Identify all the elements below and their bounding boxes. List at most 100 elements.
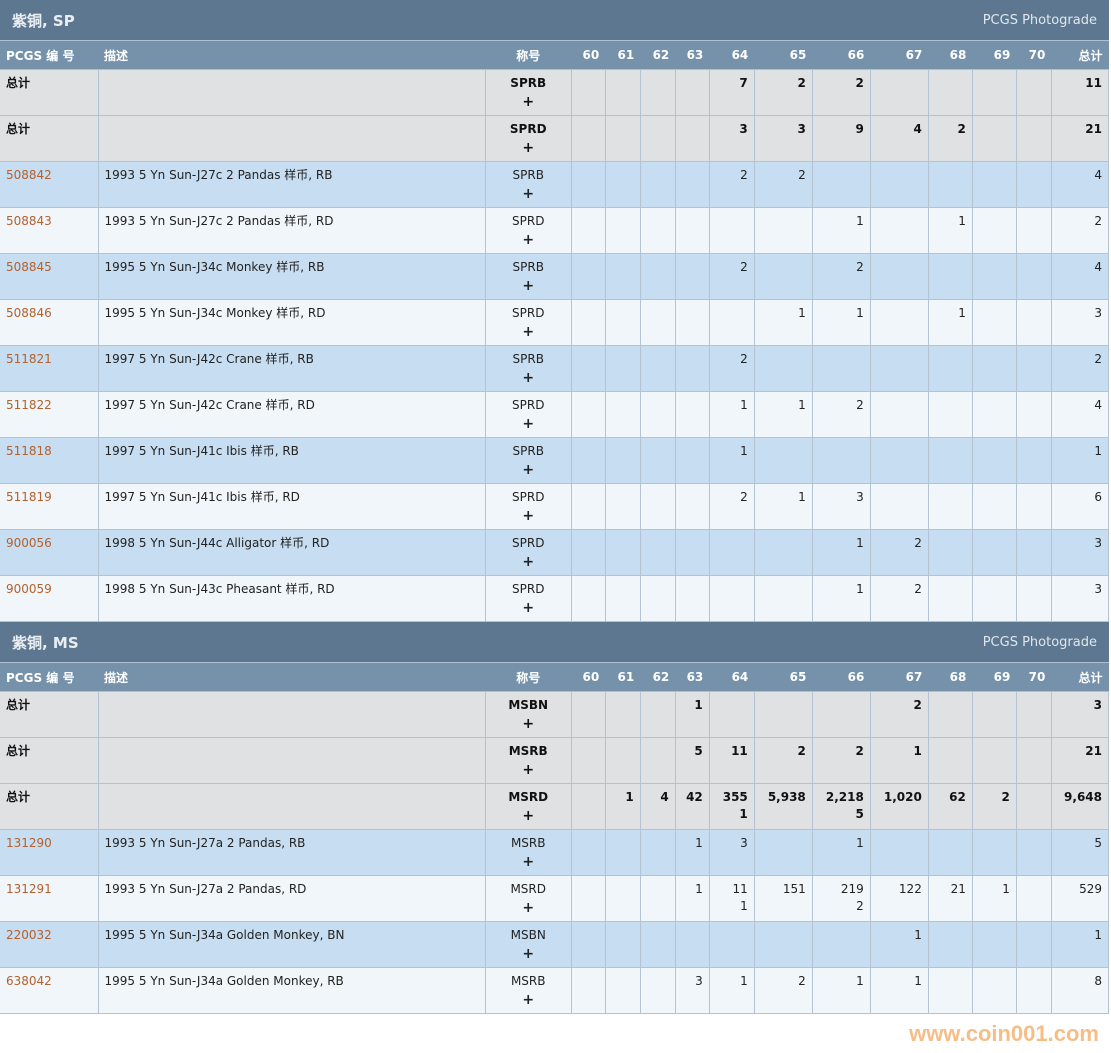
- grade-64-count[interactable]: 2: [708, 483, 755, 530]
- grade-66-count[interactable]: 2: [811, 737, 871, 784]
- grade-64-count[interactable]: 1: [708, 391, 755, 438]
- expand-plus-button[interactable]: +: [522, 946, 535, 962]
- grade-67-count[interactable]: 1: [869, 737, 929, 784]
- expand-plus-button[interactable]: +: [522, 808, 535, 824]
- grade-69-count[interactable]: 2: [971, 783, 1017, 830]
- grade-64-count[interactable]: 11: [708, 737, 755, 784]
- grade-64-count[interactable]: 1: [708, 967, 755, 1014]
- row-total: 3: [1050, 299, 1110, 346]
- expand-plus-button[interactable]: +: [522, 600, 535, 616]
- grade-66-count[interactable]: 3: [811, 483, 871, 530]
- grade-67-count[interactable]: 4: [869, 115, 929, 162]
- photograde-link[interactable]: PCGS Photograde: [982, 12, 1097, 28]
- grade-66-count[interactable]: 1: [811, 529, 871, 576]
- grade-63-count[interactable]: 1: [674, 691, 710, 738]
- pcgs-number-link[interactable]: 508842: [6, 168, 52, 182]
- grade-66-count[interactable]: 1: [811, 829, 871, 876]
- grade-63-count[interactable]: 3: [674, 967, 710, 1014]
- grade-65-count[interactable]: 1: [753, 299, 813, 346]
- pcgs-number-link[interactable]: 511818: [6, 444, 52, 458]
- grade-65-count[interactable]: 2: [753, 161, 813, 208]
- grade-66-count[interactable]: 219 2: [811, 875, 871, 922]
- grade-64-count[interactable]: 2: [708, 345, 755, 392]
- grade-63-count[interactable]: 42: [674, 783, 710, 830]
- grade-64-count[interactable]: 2: [708, 253, 755, 300]
- expand-plus-button[interactable]: +: [522, 186, 535, 202]
- grade-66-count[interactable]: 2,218 5: [811, 783, 871, 830]
- expand-plus-button[interactable]: +: [522, 716, 535, 732]
- grade-62-count: [639, 921, 676, 968]
- grade-67-count[interactable]: 2: [869, 575, 929, 622]
- grade-66-count[interactable]: 9: [811, 115, 871, 162]
- expand-plus-button[interactable]: +: [522, 370, 535, 386]
- grade-65-count[interactable]: 2: [753, 737, 813, 784]
- grade-70-count: [1015, 391, 1052, 438]
- grade-65-count[interactable]: 2: [753, 967, 813, 1014]
- grade-64-count[interactable]: 3: [708, 115, 755, 162]
- grade-65-count[interactable]: 2: [753, 69, 813, 116]
- expand-plus-button[interactable]: +: [522, 324, 535, 340]
- expand-plus-button[interactable]: +: [522, 416, 535, 432]
- expand-plus-button[interactable]: +: [522, 462, 535, 478]
- grade-68-count[interactable]: 21: [927, 875, 973, 922]
- grade-65-count[interactable]: 151: [753, 875, 813, 922]
- grade-68-count[interactable]: 1: [927, 299, 973, 346]
- grade-67-count[interactable]: 122: [869, 875, 929, 922]
- pcgs-number-link[interactable]: 511821: [6, 352, 52, 366]
- designation-label: SPRD: [512, 306, 545, 320]
- grade-66-count[interactable]: 1: [811, 207, 871, 254]
- grade-68-count[interactable]: 1: [927, 207, 973, 254]
- grade-64-count[interactable]: 3: [708, 829, 755, 876]
- grade-63-count[interactable]: 1: [674, 875, 710, 922]
- expand-plus-button[interactable]: +: [522, 854, 535, 870]
- grade-64-count[interactable]: 7: [708, 69, 755, 116]
- pcgs-number-link[interactable]: 131290: [6, 836, 52, 850]
- expand-plus-button[interactable]: +: [522, 508, 535, 524]
- pcgs-number-link[interactable]: 220032: [6, 928, 52, 942]
- expand-plus-button[interactable]: +: [522, 278, 535, 294]
- grade-66-count[interactable]: 1: [811, 575, 871, 622]
- pcgs-number-link[interactable]: 900056: [6, 536, 52, 550]
- grade-62-count[interactable]: 4: [639, 783, 676, 830]
- expand-plus-button[interactable]: +: [522, 554, 535, 570]
- grade-67-count[interactable]: 1,020: [869, 783, 929, 830]
- grade-66-count[interactable]: 2: [811, 391, 871, 438]
- grade-66-count[interactable]: 1: [811, 299, 871, 346]
- grade-69-count[interactable]: 1: [971, 875, 1017, 922]
- grade-65-count[interactable]: 5,938: [753, 783, 813, 830]
- expand-plus-button[interactable]: +: [522, 900, 535, 916]
- grade-65-count[interactable]: 3: [753, 115, 813, 162]
- grade-67-count[interactable]: 2: [869, 529, 929, 576]
- grade-66-count[interactable]: 2: [811, 253, 871, 300]
- expand-plus-button[interactable]: +: [522, 762, 535, 778]
- grade-65-count[interactable]: 1: [753, 483, 813, 530]
- expand-plus-button[interactable]: +: [522, 140, 535, 156]
- grade-64-count[interactable]: 2: [708, 161, 755, 208]
- pcgs-number-link[interactable]: 511819: [6, 490, 52, 504]
- pcgs-number-link[interactable]: 508845: [6, 260, 52, 274]
- grade-63-count[interactable]: 1: [674, 829, 710, 876]
- pcgs-number-link[interactable]: 511822: [6, 398, 52, 412]
- pcgs-number-link[interactable]: 131291: [6, 882, 52, 896]
- grade-68-count[interactable]: 62: [927, 783, 973, 830]
- expand-plus-button[interactable]: +: [522, 992, 535, 1008]
- grade-66-count[interactable]: 1: [811, 967, 871, 1014]
- expand-plus-button[interactable]: +: [522, 94, 535, 110]
- photograde-link[interactable]: PCGS Photograde: [982, 634, 1097, 650]
- grade-68-count[interactable]: 2: [927, 115, 973, 162]
- grade-61-count[interactable]: 1: [604, 783, 641, 830]
- grade-64-count[interactable]: 1: [708, 437, 755, 484]
- pcgs-number-link[interactable]: 508846: [6, 306, 52, 320]
- grade-66-count[interactable]: 2: [811, 69, 871, 116]
- grade-67-count[interactable]: 2: [869, 691, 929, 738]
- pcgs-number-link[interactable]: 638042: [6, 974, 52, 988]
- pcgs-number-link[interactable]: 900059: [6, 582, 52, 596]
- grade-65-count[interactable]: 1: [753, 391, 813, 438]
- grade-64-count[interactable]: 11 1: [708, 875, 755, 922]
- pcgs-number-link[interactable]: 508843: [6, 214, 52, 228]
- grade-64-count[interactable]: 355 1: [708, 783, 755, 830]
- expand-plus-button[interactable]: +: [522, 232, 535, 248]
- grade-63-count[interactable]: 5: [674, 737, 710, 784]
- grade-67-count[interactable]: 1: [869, 921, 929, 968]
- grade-67-count[interactable]: 1: [869, 967, 929, 1014]
